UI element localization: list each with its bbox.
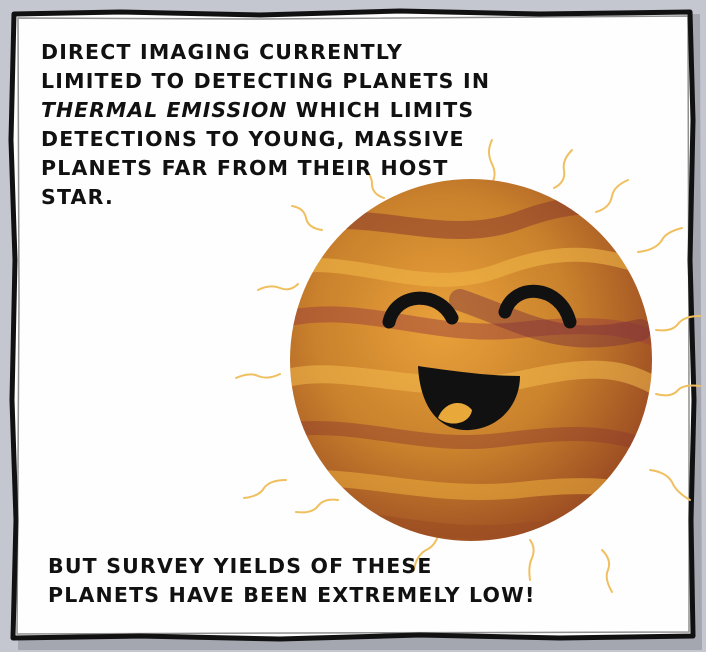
planet-glow-rays (235, 139, 701, 593)
planet-right-eye (498, 284, 577, 329)
caption-top-line-3: THERMAL EMISSION WHICH LIMITS (41, 96, 511, 125)
panel-frame-inner (16, 15, 690, 635)
caption-bottom-line-1: BUT SURVEY YIELDS OF THESE (48, 554, 433, 578)
caption-bottom: BUT SURVEY YIELDS OF THESE PLANETS HAVE … (48, 552, 608, 610)
caption-top-line-4: DETECTIONS TO YOUNG, MASSIVE (41, 127, 465, 151)
planet-tongue (438, 403, 472, 424)
planet-left-eye (382, 291, 459, 329)
caption-top: DIRECT IMAGING CURRENTLY LIMITED TO DETE… (41, 38, 511, 212)
caption-top-line-1: DIRECT IMAGING CURRENTLY (41, 40, 403, 64)
caption-top-line-5: PLANETS FAR FROM THEIR HOST (41, 156, 449, 180)
caption-bottom-line-2: PLANETS HAVE BEEN EXTREMELY LOW! (48, 583, 536, 607)
caption-top-emphasis: THERMAL EMISSION (41, 98, 288, 122)
caption-top-line-6: STAR. (41, 185, 114, 209)
caption-top-line-3-rest: WHICH LIMITS (287, 98, 475, 122)
caption-top-line-2: LIMITED TO DETECTING PLANETS IN (41, 69, 491, 93)
